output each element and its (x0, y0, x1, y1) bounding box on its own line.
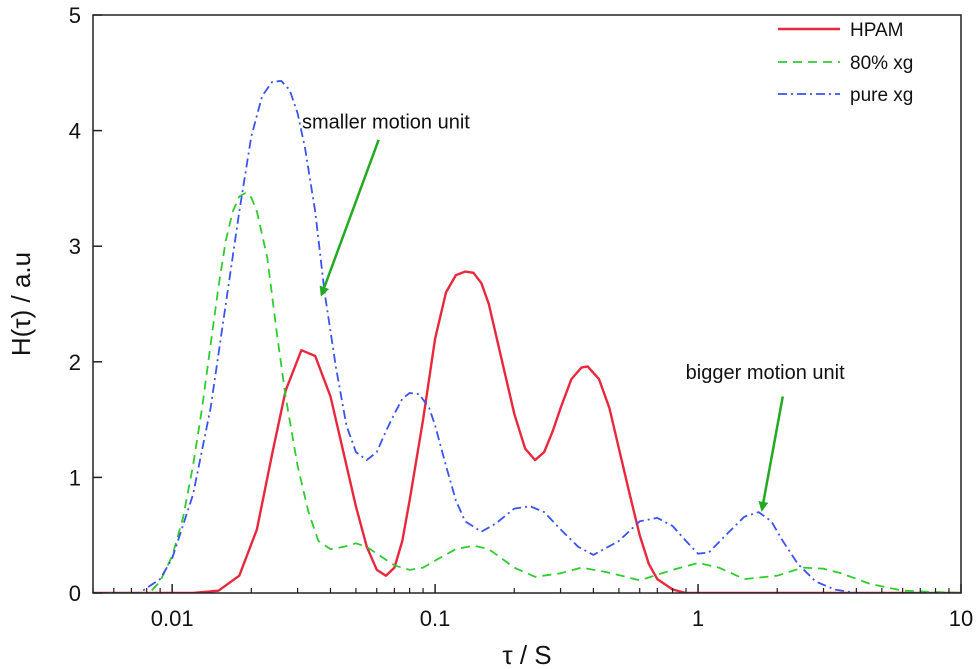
y-tick-label: 4 (69, 119, 81, 144)
y-tick-label: 1 (69, 465, 81, 490)
plot-frame (92, 14, 962, 594)
legend: HPAM 80% xg pure xg (778, 20, 913, 106)
legend-label-1: HPAM (850, 20, 903, 41)
legend-label-2: 80% xg (850, 53, 913, 74)
y-tick-label: 5 (69, 3, 81, 28)
series-line-3 (93, 80, 961, 593)
x-axis-title: τ / S (502, 640, 551, 669)
x-tick-label: 1 (692, 606, 704, 631)
series-line-1 (93, 270, 961, 593)
y-axis-title: H(τ) / a.u (6, 252, 36, 356)
series-layer (93, 80, 961, 593)
y-tick-label: 0 (69, 581, 81, 606)
legend-label-3: pure xg (850, 85, 913, 106)
x-tick-label: 0.01 (151, 606, 194, 631)
y-tick-label: 3 (69, 234, 81, 259)
axes-layer: 0 1 2 3 4 5 0.01 0.1 1 10 (69, 3, 973, 631)
annotation-1: smaller motion unit (302, 111, 470, 133)
x-tick-label: 10 (949, 606, 973, 631)
series-line-2 (93, 192, 961, 593)
annotation-layer: smaller motion unit bigger motion unit (302, 111, 845, 512)
annotation-2: bigger motion unit (686, 362, 845, 384)
annotation-arrow-1 (319, 139, 380, 297)
annotation-arrow-2 (758, 396, 785, 512)
x-tick-label: 0.1 (420, 606, 451, 631)
y-tick-label: 2 (69, 350, 81, 375)
